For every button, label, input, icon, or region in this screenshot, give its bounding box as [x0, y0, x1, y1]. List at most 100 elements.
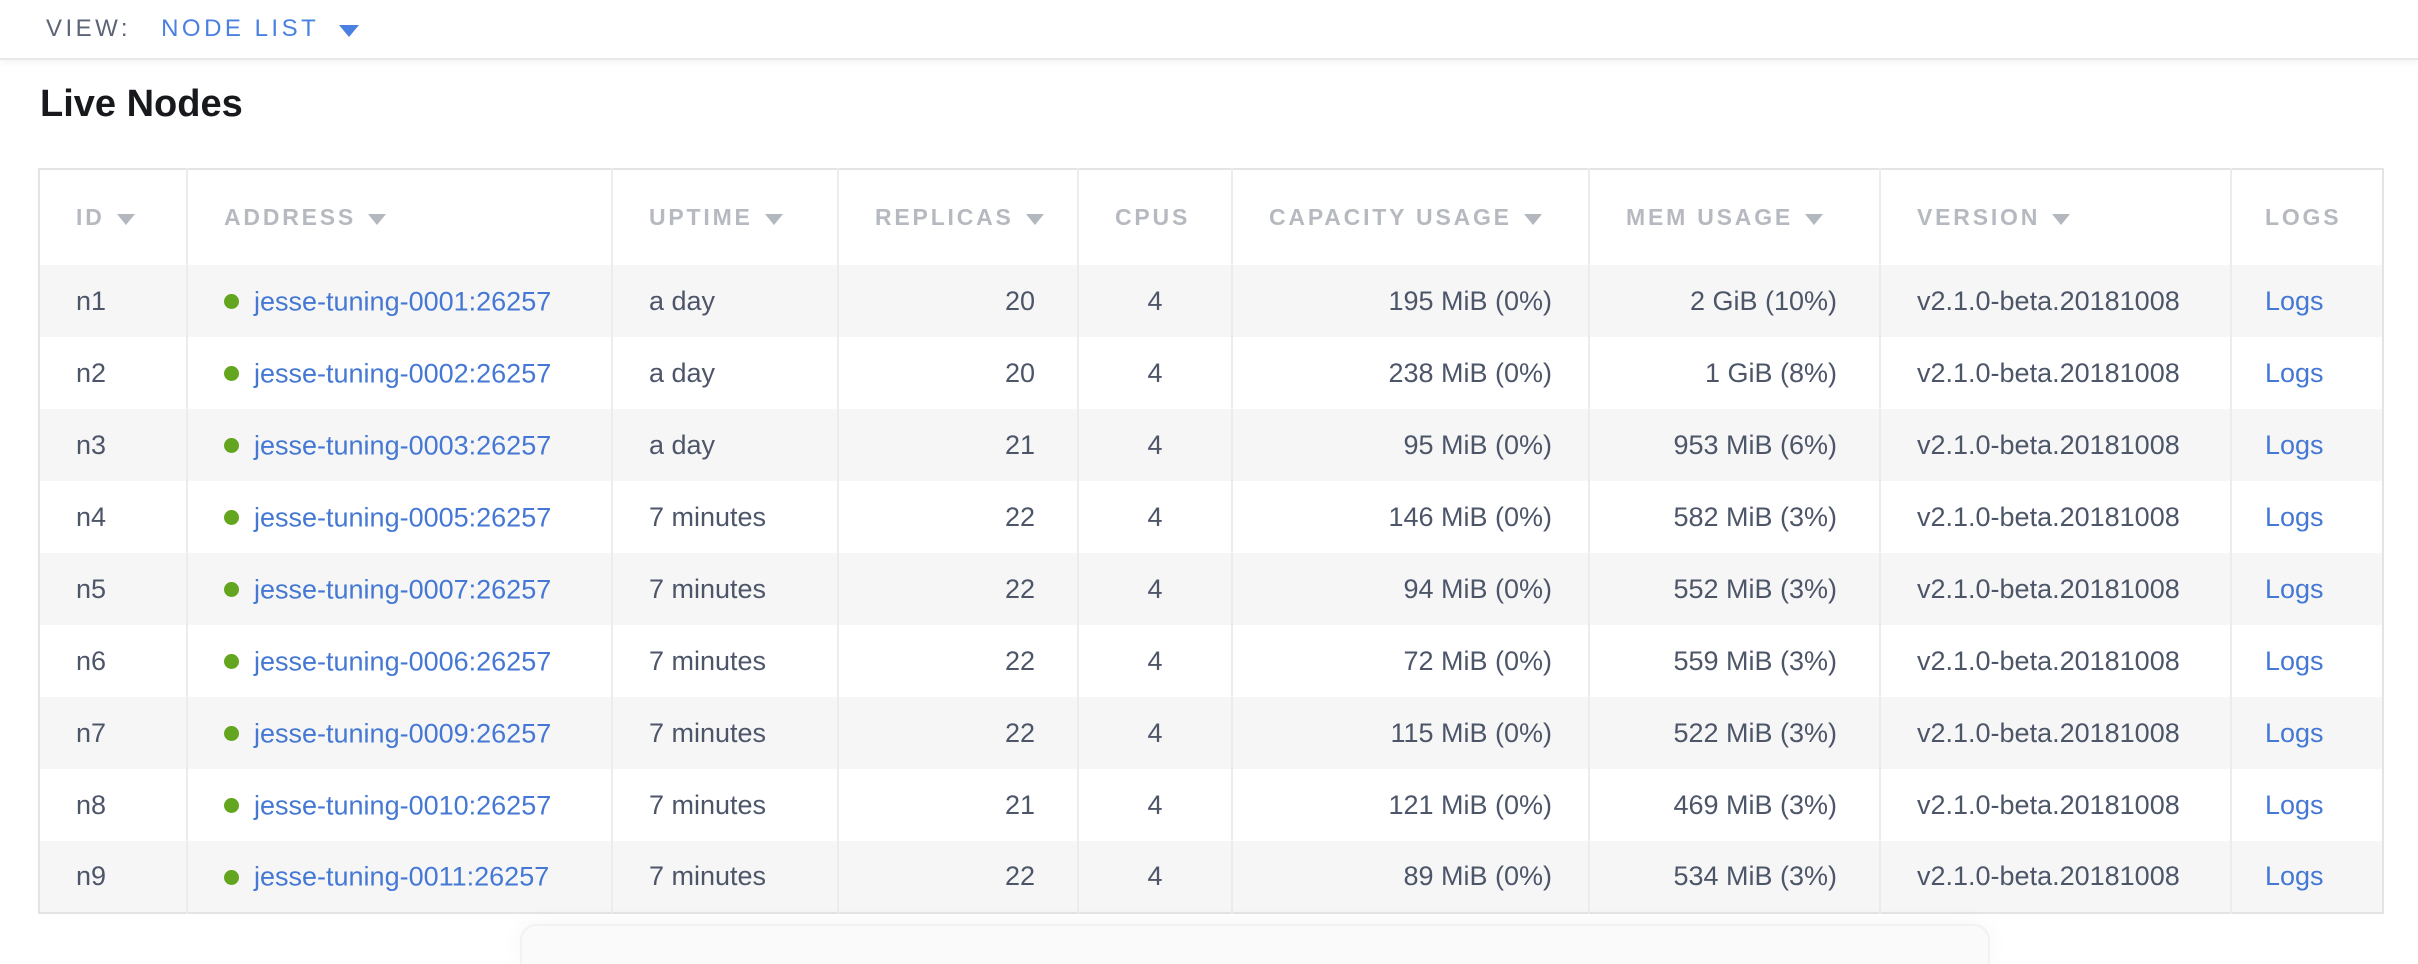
column-header-logs: LOGS [2231, 169, 2383, 265]
view-dropdown-value: NODE LIST [161, 15, 320, 42]
logs-cell: Logs [2231, 553, 2383, 625]
uptime-cell: 7 minutes [612, 481, 839, 553]
view-bar: VIEW: NODE LIST [0, 0, 2418, 60]
view-dropdown[interactable]: NODE LIST [161, 15, 360, 43]
node-id-cell: n4 [39, 481, 188, 553]
sort-desc-icon [764, 214, 783, 225]
capacity-usage-cell: 195 MiB (0%) [1232, 265, 1590, 337]
logs-link[interactable]: Logs [2265, 645, 2324, 676]
live-nodes-table: ID ADDRESS UPTIME REPLICAS CPUS CAPACITY… [38, 168, 2384, 914]
node-address-cell: jesse-tuning-0003:26257 [187, 409, 613, 481]
replicas-cell: 22 [838, 841, 1079, 913]
logs-link[interactable]: Logs [2265, 357, 2324, 388]
capacity-usage-cell: 238 MiB (0%) [1232, 337, 1590, 409]
node-id-cell: n6 [39, 625, 188, 697]
sort-desc-icon [1025, 214, 1044, 225]
node-address-link[interactable]: jesse-tuning-0007:26257 [254, 574, 552, 605]
column-header-version[interactable]: VERSION [1880, 169, 2232, 265]
node-live-status-icon [224, 582, 239, 598]
node-live-status-icon [224, 726, 239, 742]
logs-link[interactable]: Logs [2265, 285, 2324, 316]
node-address-cell: jesse-tuning-0010:26257 [187, 769, 613, 841]
sort-desc-icon [1805, 214, 1824, 225]
node-address-link[interactable]: jesse-tuning-0011:26257 [254, 861, 550, 892]
node-live-status-icon [224, 798, 239, 814]
table-row: n6 jesse-tuning-0006:26257 7 minutes 22 … [39, 625, 2383, 697]
logs-link[interactable]: Logs [2265, 429, 2324, 460]
mem-usage-cell: 469 MiB (3%) [1589, 769, 1881, 841]
version-cell: v2.1.0-beta.20181008 [1880, 265, 2232, 337]
logs-link[interactable]: Logs [2265, 501, 2324, 532]
node-id-cell: n5 [39, 553, 188, 625]
column-header-label: MEM USAGE [1626, 204, 1794, 230]
uptime-cell: a day [612, 409, 839, 481]
mem-usage-cell: 953 MiB (6%) [1589, 409, 1881, 481]
column-header-id[interactable]: ID [39, 169, 188, 265]
node-address-link[interactable]: jesse-tuning-0010:26257 [254, 790, 552, 821]
column-header-capacity-usage[interactable]: CAPACITY USAGE [1232, 169, 1590, 265]
node-address-link[interactable]: jesse-tuning-0006:26257 [254, 646, 552, 677]
mem-usage-cell: 552 MiB (3%) [1589, 553, 1881, 625]
node-live-status-icon [224, 438, 239, 454]
cpus-cell: 4 [1078, 841, 1233, 913]
logs-link[interactable]: Logs [2265, 573, 2324, 604]
node-live-status-icon [224, 510, 239, 526]
column-header-uptime[interactable]: UPTIME [612, 169, 839, 265]
mem-usage-cell: 1 GiB (8%) [1589, 337, 1881, 409]
table-row: n5 jesse-tuning-0007:26257 7 minutes 22 … [39, 553, 2383, 625]
node-live-status-icon [224, 654, 239, 670]
node-id-cell: n2 [39, 337, 188, 409]
uptime-cell: 7 minutes [612, 625, 839, 697]
logs-link[interactable]: Logs [2265, 717, 2324, 748]
table-header: ID ADDRESS UPTIME REPLICAS CPUS CAPACITY… [39, 169, 2383, 265]
logs-cell: Logs [2231, 697, 2383, 769]
capacity-usage-cell: 146 MiB (0%) [1232, 481, 1590, 553]
node-address-cell: jesse-tuning-0007:26257 [187, 553, 613, 625]
uptime-cell: 7 minutes [612, 841, 839, 913]
column-header-label: UPTIME [649, 204, 753, 230]
replicas-cell: 22 [838, 697, 1079, 769]
cpus-cell: 4 [1078, 337, 1233, 409]
node-id-cell: n7 [39, 697, 188, 769]
column-header-label: REPLICAS [875, 204, 1014, 230]
sort-desc-icon [2052, 214, 2071, 225]
table-row: n4 jesse-tuning-0005:26257 7 minutes 22 … [39, 481, 2383, 553]
replicas-cell: 21 [838, 409, 1079, 481]
cpus-cell: 4 [1078, 625, 1233, 697]
logs-link[interactable]: Logs [2265, 861, 2324, 891]
cpus-cell: 4 [1078, 697, 1233, 769]
version-cell: v2.1.0-beta.20181008 [1880, 553, 2232, 625]
cpus-cell: 4 [1078, 409, 1233, 481]
logs-cell: Logs [2231, 481, 2383, 553]
column-header-replicas[interactable]: REPLICAS [838, 169, 1079, 265]
uptime-cell: 7 minutes [612, 697, 839, 769]
replicas-cell: 22 [838, 481, 1079, 553]
node-id-cell: n9 [39, 841, 188, 913]
node-address-link[interactable]: jesse-tuning-0009:26257 [254, 718, 552, 749]
column-header-address[interactable]: ADDRESS [187, 169, 613, 265]
node-address-link[interactable]: jesse-tuning-0005:26257 [254, 502, 552, 533]
column-header-mem-usage[interactable]: MEM USAGE [1589, 169, 1881, 265]
node-address-cell: jesse-tuning-0006:26257 [187, 625, 613, 697]
logs-link[interactable]: Logs [2265, 789, 2324, 820]
table-row: n3 jesse-tuning-0003:26257 a day 21 4 95… [39, 409, 2383, 481]
column-header-cpus: CPUS [1078, 169, 1233, 265]
table-row: n1 jesse-tuning-0001:26257 a day 20 4 19… [39, 265, 2383, 337]
column-header-label: ID [76, 204, 105, 230]
node-address-link[interactable]: jesse-tuning-0002:26257 [254, 358, 552, 389]
sort-desc-icon [116, 214, 135, 225]
node-address-link[interactable]: jesse-tuning-0003:26257 [254, 430, 552, 461]
node-address-cell: jesse-tuning-0002:26257 [187, 337, 613, 409]
logs-cell: Logs [2231, 265, 2383, 337]
logs-cell: Logs [2231, 625, 2383, 697]
node-address-link[interactable]: jesse-tuning-0001:26257 [254, 286, 552, 317]
version-cell: v2.1.0-beta.20181008 [1880, 481, 2232, 553]
uptime-cell: a day [612, 337, 839, 409]
uptime-cell: a day [612, 265, 839, 337]
replicas-cell: 21 [838, 769, 1079, 841]
node-id-cell: n8 [39, 769, 188, 841]
column-header-label: LOGS [2265, 204, 2342, 230]
uptime-cell: 7 minutes [612, 553, 839, 625]
node-address-cell: jesse-tuning-0011:26257 [187, 841, 613, 913]
version-cell: v2.1.0-beta.20181008 [1880, 769, 2232, 841]
